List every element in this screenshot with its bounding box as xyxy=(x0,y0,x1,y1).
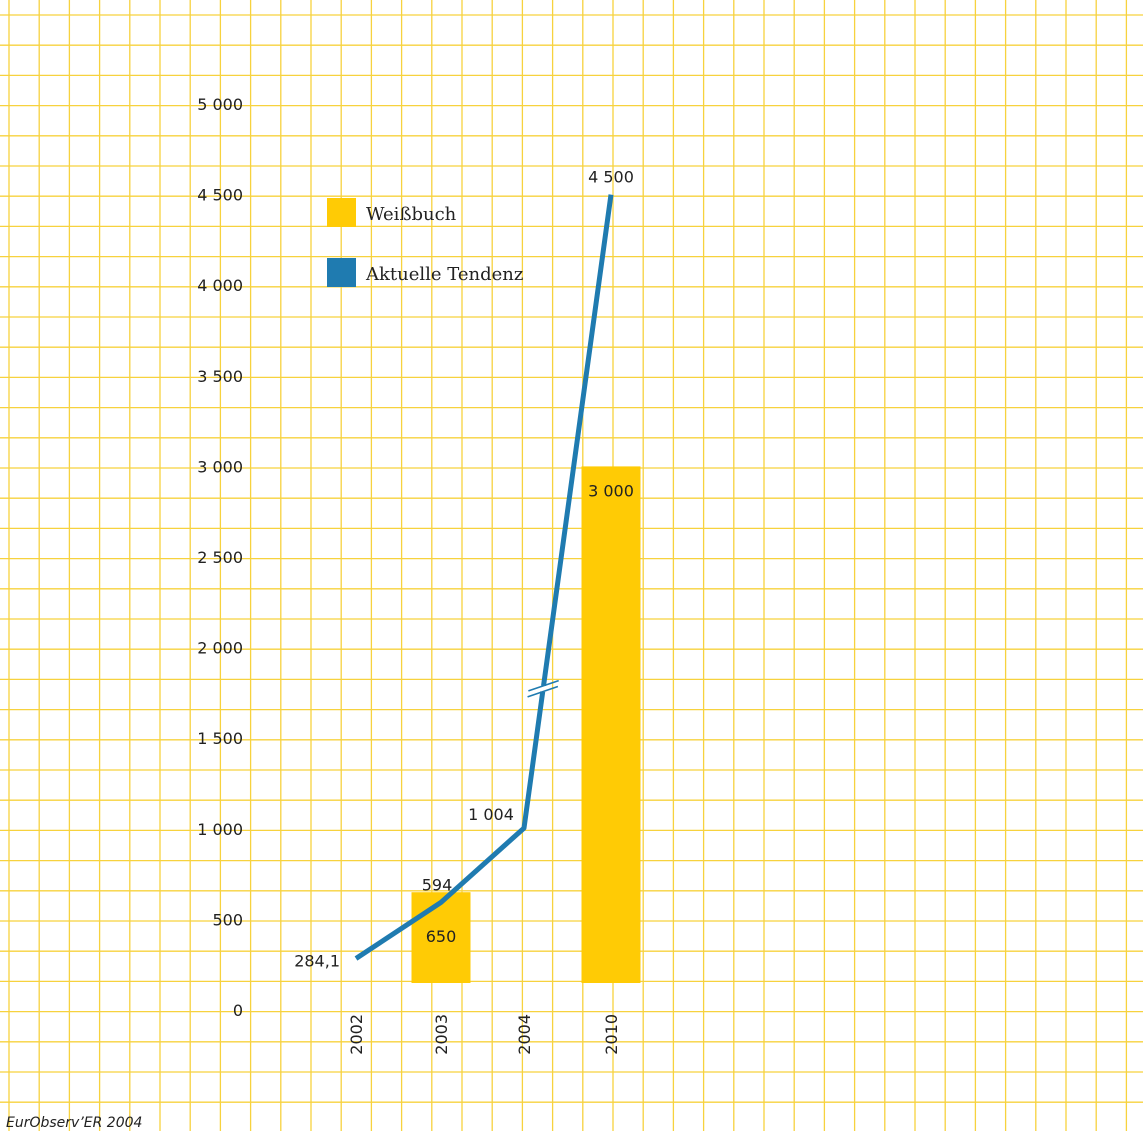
y-tick-label: 3 000 xyxy=(197,457,243,476)
data-labels: 650 3 000 284,1 594 1 004 4 500 xyxy=(294,168,634,971)
y-tick-label: 0 xyxy=(233,1001,243,1020)
y-tick-label: 4 000 xyxy=(197,276,243,295)
y-tick-label: 3 500 xyxy=(197,367,243,386)
line-label-2003: 594 xyxy=(422,875,453,894)
line-tendenz xyxy=(354,194,614,961)
y-tick-label: 1 500 xyxy=(197,729,243,748)
y-tick-label: 2 500 xyxy=(197,548,243,567)
axis-break-gap xyxy=(538,685,548,693)
legend-label-0: Weißbuch xyxy=(366,204,457,225)
x-tick-label-2002: 2002 xyxy=(347,1014,366,1055)
bar-label-2003: 650 xyxy=(426,927,457,946)
line-label-2004: 1 004 xyxy=(468,805,514,824)
x-tick-label-2010: 2010 xyxy=(602,1014,621,1055)
y-axis: 0 500 1 000 1 500 2 000 2 500 3 000 3 500 4 000 4… xyxy=(197,95,243,1020)
source-note: EurObserv’ER 2004 xyxy=(6,1115,142,1131)
x-axis: 2002 2003 2004 2010 xyxy=(347,1014,621,1055)
x-tick-label-2004: 2004 xyxy=(515,1014,534,1055)
line-label-2002: 284,1 xyxy=(294,952,340,971)
y-tick-label: 500 xyxy=(212,910,243,929)
line-label-2010: 4 500 xyxy=(588,168,634,187)
weissbuch-bars xyxy=(411,466,641,983)
y-tick-label: 5 000 xyxy=(197,95,243,114)
tendenz-line xyxy=(354,194,614,961)
y-tick-label: 1 000 xyxy=(197,820,243,839)
y-tick-label: 4 500 xyxy=(197,186,243,205)
bar-weissbuch-2010 xyxy=(581,466,641,983)
legend-label-1: Aktuelle Tendenz xyxy=(365,264,523,285)
legend-swatch-0 xyxy=(327,198,356,227)
axis-break-mark xyxy=(528,679,559,692)
bar-label-2010: 3 000 xyxy=(588,481,634,500)
y-tick-label: 2 000 xyxy=(197,639,243,658)
legend-swatch-1 xyxy=(327,258,356,287)
x-tick-label-2003: 2003 xyxy=(432,1014,451,1055)
axis-break-mark xyxy=(527,685,559,698)
bar-weissbuch-2003 xyxy=(411,892,471,983)
legend: Weißbuch Aktuelle Tendenz xyxy=(327,198,523,287)
